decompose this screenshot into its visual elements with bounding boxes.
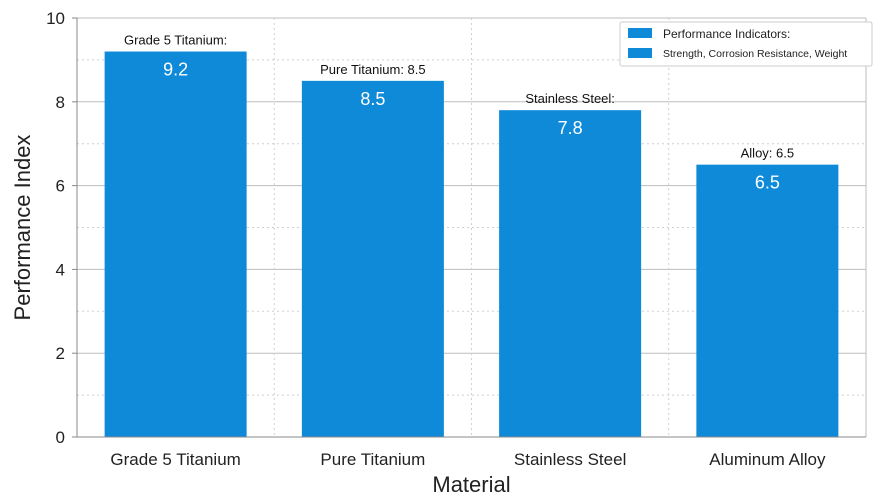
bar-value-label: 8.5	[360, 89, 385, 109]
bar	[696, 164, 839, 437]
bars: Grade 5 Titanium: 9.2 Pure Titanium: 8.5 8.…	[104, 33, 839, 438]
bar-top-label: Alloy: 6.5	[741, 146, 794, 161]
y-tick-label: 10	[46, 9, 65, 28]
y-tick-label: 4	[56, 260, 65, 279]
bar	[301, 80, 444, 437]
legend: Performance Indicators: Strength, Corros…	[619, 21, 873, 67]
y-tick-label: 6	[56, 177, 65, 196]
legend-entry: Strength, Corrosion Resistance, Weight	[663, 48, 847, 60]
bar	[499, 110, 642, 438]
legend-box	[619, 21, 873, 67]
y-tick-label: 0	[56, 428, 65, 447]
axes	[76, 18, 866, 438]
legend-entry: Performance Indicators:	[663, 27, 790, 41]
x-tick-label: Stainless Steel	[514, 450, 626, 469]
bar-value-label: 6.5	[755, 173, 780, 193]
x-tick-label: Pure Titanium	[320, 450, 425, 469]
bar-value-label: 7.8	[558, 118, 583, 138]
legend-swatch	[628, 28, 652, 38]
bar-value-label: 9.2	[163, 60, 188, 80]
bar-top-label: Pure Titanium: 8.5	[320, 62, 426, 77]
x-tick-labels: Grade 5 Titanium Pure Titanium Stainless S…	[110, 450, 826, 469]
y-axis-title: Performance Index	[10, 135, 35, 321]
x-axis-title: Material	[432, 472, 510, 497]
y-tick-label: 8	[56, 93, 65, 112]
x-tick-label: Aluminum Alloy	[709, 450, 826, 469]
y-tick-labels: 0 2 4 6 8 10	[46, 9, 77, 447]
bar	[104, 51, 247, 438]
x-tick-label: Grade 5 Titanium	[110, 450, 240, 469]
bar-top-label: Grade 5 Titanium:	[124, 33, 227, 48]
bar-top-label: Stainless Steel:	[525, 91, 615, 106]
y-tick-label: 2	[56, 344, 65, 363]
legend-swatch	[628, 48, 652, 58]
